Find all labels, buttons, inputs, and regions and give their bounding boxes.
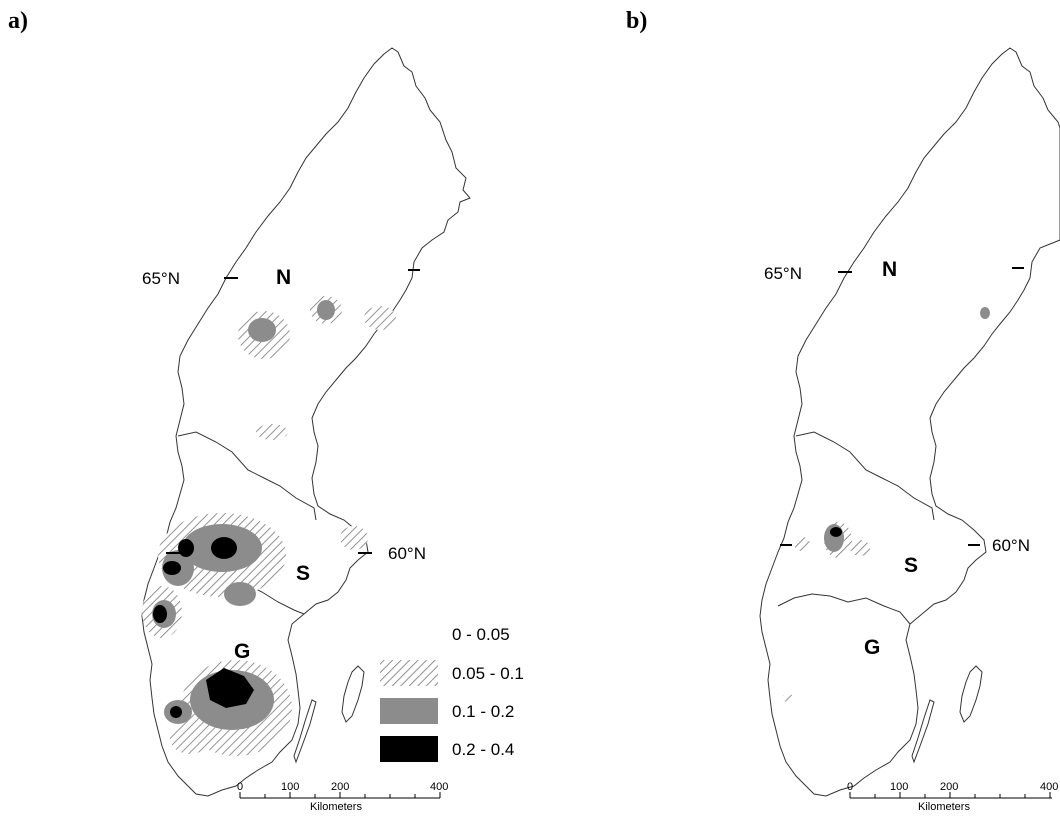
scale-tick-0: 0 (847, 781, 853, 793)
region-border-north-south (177, 431, 317, 521)
scale-tick-400: 400 (430, 781, 448, 793)
panel-label-b: b) (626, 8, 648, 34)
legend-label-0: 0 - 0.05 (452, 625, 510, 644)
legend-swatch-grey (380, 698, 438, 724)
region-label-s: S (296, 562, 310, 585)
legend-swatch-hatch (380, 660, 438, 686)
scale-bar-b: 0 100 200 400 Kilometers (847, 781, 1058, 813)
lat-label-65: 65°N (764, 264, 802, 283)
region-label-n: N (882, 258, 897, 281)
gotland-island (341, 665, 365, 723)
scale-tick-200: 200 (331, 781, 349, 793)
lat-label-65: 65°N (142, 269, 180, 288)
black-areas-b (830, 527, 842, 537)
region-label-s: S (904, 554, 918, 577)
legend-label-3: 0.2 - 0.4 (452, 740, 514, 759)
scale-unit: Kilometers (918, 801, 970, 813)
region-border-north-south (795, 431, 935, 521)
scale-unit: Kilometers (310, 801, 362, 813)
legend-swatch-black (380, 736, 438, 762)
scale-tick-100: 100 (281, 781, 299, 793)
panel-label-a: a) (8, 8, 28, 34)
scale-tick-200: 200 (940, 781, 958, 793)
map-panel-b: b) (612, 0, 1060, 822)
region-border-south-gotaland (777, 593, 911, 625)
legend-label-2: 0.1 - 0.2 (452, 702, 514, 721)
scale-tick-100: 100 (890, 781, 908, 793)
oland-island (911, 699, 935, 764)
scale-bar-a: 0 100 200 400 Kilometers (237, 781, 448, 813)
lat-label-60: 60°N (388, 544, 426, 563)
sweden-outline (141, 47, 471, 797)
lat-label-60: 60°N (992, 536, 1030, 555)
legend-a: 0 - 0.05 0.05 - 0.1 0.1 - 0.2 0.2 - 0.4 (380, 625, 524, 762)
sweden-map-b: 65°N 60°N N S G 0 100 200 400 Kilometers (759, 47, 1060, 813)
region-label-n: N (276, 266, 291, 289)
sweden-map-a: 65°N 60°N N S G 0 - 0.05 0.05 - 0.1 0.1 … (141, 47, 524, 813)
gotland-island (959, 665, 983, 723)
legend-label-1: 0.05 - 0.1 (452, 664, 524, 683)
black-areas-a (153, 537, 254, 718)
oland-island (293, 699, 317, 764)
region-label-g: G (864, 636, 880, 659)
scale-tick-0: 0 (237, 781, 243, 793)
region-label-g: G (234, 640, 250, 663)
sweden-outline (759, 47, 1060, 797)
map-panel-a: a) (8, 8, 524, 813)
scale-tick-400: 400 (1040, 781, 1058, 793)
